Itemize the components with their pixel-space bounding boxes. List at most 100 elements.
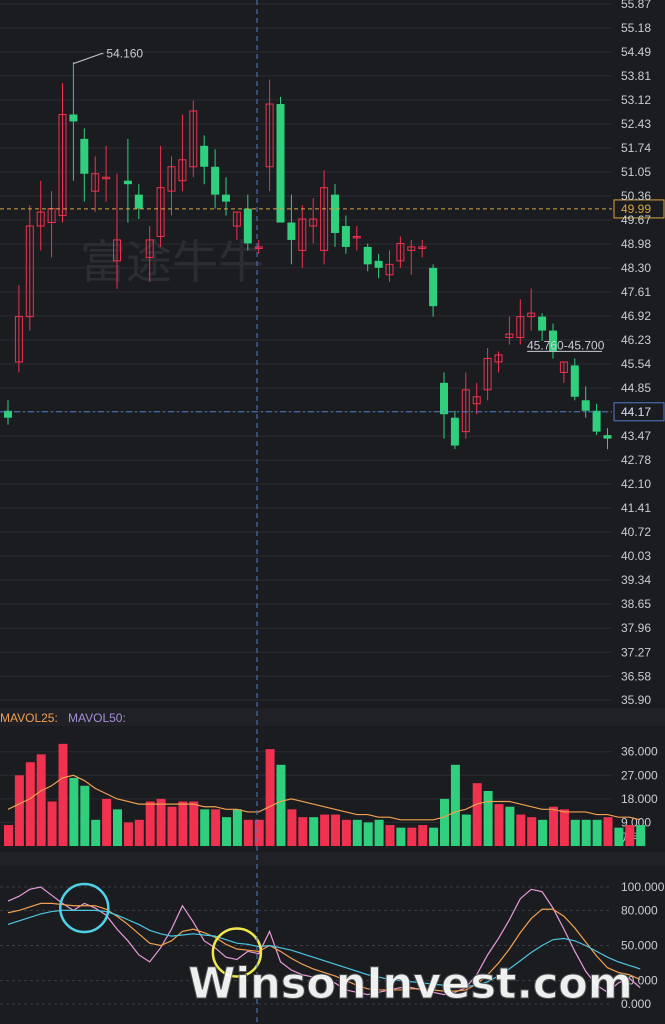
candle-body [211, 166, 220, 195]
candle-body [494, 354, 503, 363]
volume-bar [178, 801, 188, 846]
volume-bar [123, 822, 133, 846]
watermark-brand-text: 富途牛牛 [80, 235, 264, 289]
candle-body [440, 382, 448, 415]
candle-body [559, 361, 568, 373]
price-tick-label: 47.61 [621, 285, 651, 299]
price-tick-label: 54.49 [621, 45, 651, 59]
volume-bar [309, 817, 319, 846]
volume-bar [287, 809, 297, 846]
candle-body [374, 260, 383, 268]
volume-bar [200, 809, 210, 846]
volume-bar [407, 827, 417, 846]
volume-bar [189, 801, 199, 846]
candle-body [549, 330, 557, 352]
price-overlay: 49.99 44.17 54.160 45.760-45.700 [0, 47, 665, 422]
volume-bar [374, 819, 384, 846]
volume-legend: MAVOL25: MAVOL50: [0, 711, 126, 725]
candle-body [472, 396, 481, 405]
volume-bar [440, 798, 449, 846]
volume-bar [265, 749, 275, 846]
volume-bar [538, 819, 548, 846]
kdj-header-band [0, 852, 665, 866]
highlight-circle [211, 927, 263, 978]
candle-body [265, 103, 274, 168]
volume-bar [592, 819, 602, 846]
crosshair-price-label: 44.17 [621, 405, 651, 419]
volume-bar [581, 819, 591, 846]
candle-body [407, 246, 416, 251]
candle-body [352, 235, 361, 239]
volume-bar [549, 806, 558, 846]
candle-body [4, 410, 12, 418]
volume-bar [429, 827, 439, 846]
volume-bar [494, 804, 504, 846]
volume-tick-label: 27.000 [621, 768, 658, 782]
price-tick-label: 48.30 [621, 261, 651, 275]
kdj-k-line [7, 886, 641, 996]
crosshair-price-box [613, 402, 665, 422]
volume-bar [91, 819, 101, 846]
candle-body [80, 138, 89, 174]
volume-bar [69, 777, 79, 846]
kdj-j-line [7, 909, 641, 988]
price-tick-label: 40.03 [621, 549, 651, 563]
volume-bar [625, 825, 635, 846]
volume-bar [341, 819, 351, 846]
kdj-tick-label: 0.000 [621, 997, 651, 1011]
candle-body [418, 246, 427, 249]
volume-bar [363, 822, 373, 846]
volume-bar [450, 764, 460, 846]
price-tick-label: 36.58 [621, 669, 651, 683]
volume-bar [614, 827, 624, 846]
volume-bar [516, 814, 526, 846]
candle-body [102, 176, 111, 180]
volume-bar [396, 827, 406, 846]
candle-body [570, 365, 579, 397]
volume-bar [167, 806, 177, 846]
price-tick-label: 44.85 [621, 381, 651, 395]
price-tick-label: 42.10 [621, 477, 651, 491]
brand-watermark: 富途牛牛 [80, 235, 264, 289]
volume-bar [145, 801, 155, 846]
candle-body [396, 242, 405, 262]
mavol25-line [7, 774, 641, 821]
volume-tick-label: 36.000 [621, 745, 658, 759]
volume-bar [14, 775, 24, 846]
candle-body [145, 239, 154, 258]
candle-body [429, 267, 438, 307]
volume-bar [461, 814, 471, 846]
kdj-tick-label: 80.000 [621, 903, 658, 917]
volume-bar [211, 809, 221, 846]
candle-body [483, 357, 492, 391]
candle-body [222, 194, 230, 202]
candle-body [58, 113, 67, 217]
volume-bar [222, 817, 231, 846]
price-tick-label: 53.12 [621, 93, 651, 107]
candle-body [276, 104, 285, 223]
price-tick-label: 35.90 [621, 693, 651, 707]
candle-body [200, 145, 209, 167]
volume-bar [505, 806, 515, 846]
candle-body [69, 114, 78, 122]
candle-body [123, 180, 132, 185]
price-tick-label: 38.65 [621, 597, 651, 611]
candle-body [287, 222, 296, 240]
volume-bar [418, 825, 428, 846]
volume-bar [243, 819, 253, 846]
candle-body [516, 316, 525, 339]
watermark-text: WinsonInvest.com [188, 959, 633, 1009]
volume-bar [298, 817, 308, 846]
candle-body [527, 312, 536, 318]
candle-body [450, 417, 459, 446]
volume-bar [36, 754, 46, 846]
kdj-panel: 100.000 80.000 50.000 20.000 0.000 [0, 880, 665, 1011]
reference-price-label: 49.99 [621, 202, 651, 216]
kdj-tick-label: 50.000 [621, 939, 658, 953]
candlestick-series [4, 62, 612, 450]
candle-body [603, 435, 612, 439]
price-tick-label: 43.47 [621, 429, 651, 443]
